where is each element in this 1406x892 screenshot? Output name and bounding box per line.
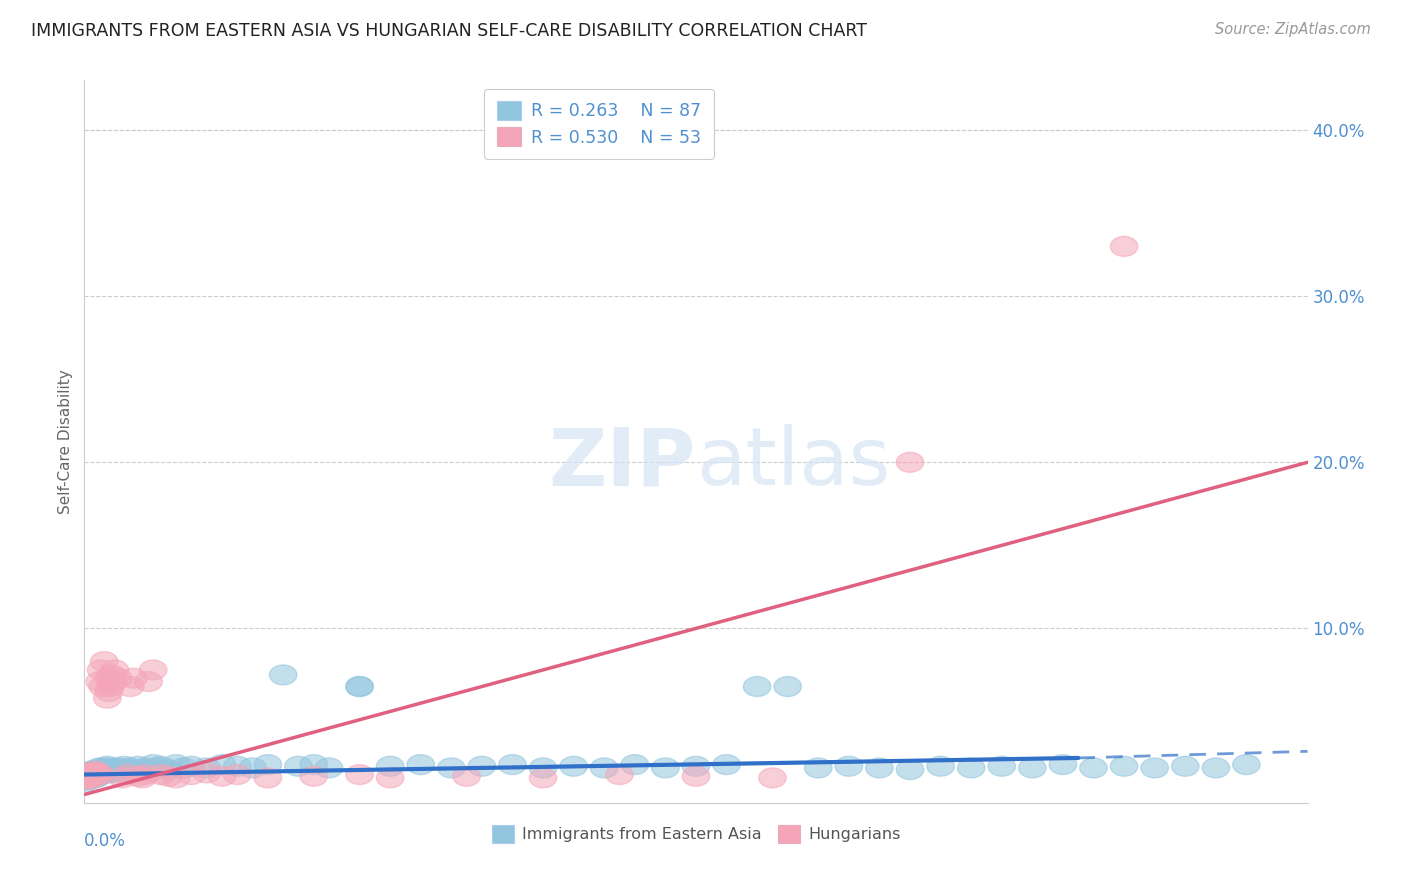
Text: ZIP: ZIP xyxy=(548,425,696,502)
Legend: Immigrants from Eastern Asia, Hungarians: Immigrants from Eastern Asia, Hungarians xyxy=(485,819,907,849)
Y-axis label: Self-Care Disability: Self-Care Disability xyxy=(58,369,73,514)
Text: Source: ZipAtlas.com: Source: ZipAtlas.com xyxy=(1215,22,1371,37)
Text: atlas: atlas xyxy=(696,425,890,502)
Text: IMMIGRANTS FROM EASTERN ASIA VS HUNGARIAN SELF-CARE DISABILITY CORRELATION CHART: IMMIGRANTS FROM EASTERN ASIA VS HUNGARIA… xyxy=(31,22,868,40)
Text: 0.0%: 0.0% xyxy=(84,831,127,850)
